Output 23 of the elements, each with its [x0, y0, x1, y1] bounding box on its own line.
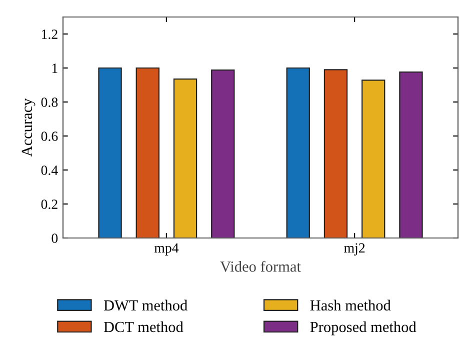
x-tick-label: mj2	[344, 243, 365, 256]
bar	[136, 67, 160, 238]
y-tick-label: 0.2	[41, 200, 58, 210]
bar	[324, 69, 348, 238]
x-axis-title: Video format	[220, 260, 301, 272]
y-tick-label: 0.8	[41, 98, 58, 108]
bar	[286, 67, 310, 238]
bar	[98, 67, 122, 238]
y-tick-label: 1	[52, 64, 58, 73]
bar	[362, 80, 386, 238]
legend-label: Hash method	[310, 300, 391, 311]
bar	[173, 78, 198, 238]
legend-label: DWT method	[104, 300, 188, 311]
bar	[399, 72, 423, 238]
y-tick-label: 0.4	[41, 166, 58, 176]
bar	[211, 69, 235, 238]
legend-label: Proposed method	[310, 321, 416, 336]
y-tick-label: 0	[52, 234, 58, 243]
y-tick-label: 1.2	[42, 30, 58, 40]
legend-label: DCT method	[104, 321, 184, 332]
y-axis-title: Accuracy	[22, 98, 36, 157]
x-tick-label: mp4	[154, 243, 179, 256]
y-tick-label: 0.6	[41, 132, 58, 142]
